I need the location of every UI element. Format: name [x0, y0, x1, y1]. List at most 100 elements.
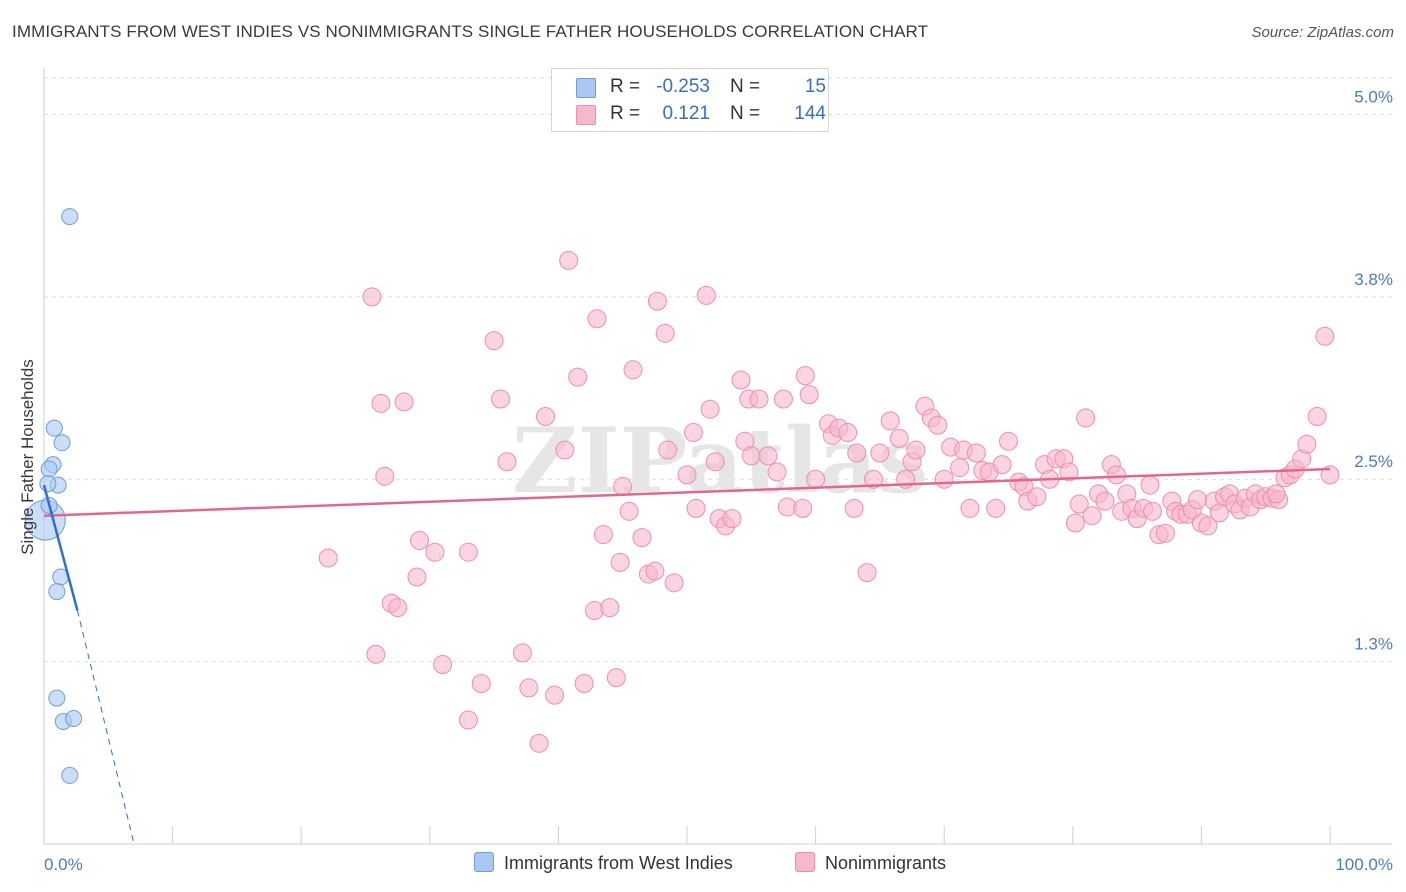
nonimmigrants-point [793, 498, 813, 518]
nonimmigrants-point [458, 710, 478, 730]
nonimmigrants-point [471, 674, 491, 694]
legend-r-label: R = [610, 103, 641, 124]
nonimmigrants-trend-line [43, 467, 1331, 517]
nonimmigrants-point [366, 644, 386, 664]
west-indies-point [40, 460, 58, 478]
nonimmigrants-point [318, 548, 338, 568]
y-tick-label: 1.3% [1354, 635, 1393, 654]
nonimmigrants-point [880, 411, 900, 431]
west-indies-trend-line [42, 484, 79, 611]
bottom-legend-label-west-indies: Immigrants from West Indies [504, 853, 733, 873]
nonimmigrants-point [1198, 516, 1218, 536]
nonimmigrants-point [844, 498, 864, 518]
series-immigrants-west-indies [24, 208, 83, 784]
nonimmigrants-point [696, 285, 716, 305]
nonimmigrants-point [1155, 523, 1175, 543]
nonimmigrants-point [986, 498, 1006, 518]
nonimmigrants-point [767, 462, 787, 482]
legend-n-value: 144 [794, 103, 826, 124]
nonimmigrants-point [870, 443, 890, 463]
nonimmigrants-point [700, 399, 720, 419]
nonimmigrants-point [1069, 494, 1089, 514]
nonimmigrants-point [934, 469, 954, 489]
nonimmigrants-point [433, 655, 453, 675]
nonimmigrants-point [1315, 326, 1335, 346]
nonimmigrants-point [773, 389, 793, 409]
nonimmigrants-point [1140, 475, 1160, 495]
nonimmigrants-point [584, 601, 604, 621]
nonimmigrants-point [999, 431, 1018, 451]
nonimmigrants-point [1266, 484, 1286, 504]
legend-r-label: R = [610, 76, 641, 97]
nonimmigrants-point [1065, 513, 1085, 533]
bottom-legend-swatch-west-indies [474, 852, 494, 872]
legend-n-label: N = [730, 76, 761, 97]
nonimmigrants-point [758, 446, 778, 466]
nonimmigrants-point [632, 528, 652, 548]
nonimmigrants-point [857, 563, 877, 583]
nonimmigrants-point [847, 443, 867, 463]
legend-n-label: N = [730, 103, 761, 124]
nonimmigrants-point [613, 477, 633, 497]
legend-r-value: -0.253 [656, 76, 710, 97]
nonimmigrants-point [559, 250, 579, 270]
nonimmigrants-point [806, 469, 826, 489]
nonimmigrants-point [722, 509, 742, 529]
nonimmigrants-point [960, 498, 980, 518]
tick-labels: 1.3% 2.5% 3.8% 5.0% 0.0% 100.0% [44, 87, 1393, 874]
nonimmigrants-point [1082, 506, 1102, 526]
nonimmigrants-point [705, 452, 725, 472]
nonimmigrants-point [610, 552, 630, 572]
nonimmigrants-point [992, 455, 1012, 475]
nonimmigrants-point [1297, 434, 1317, 454]
nonimmigrants-point [741, 446, 761, 466]
nonimmigrants-point [966, 443, 986, 463]
nonimmigrants-point [1107, 465, 1127, 485]
nonimmigrants-point [362, 287, 382, 307]
nonimmigrants-point [749, 389, 769, 409]
west-indies-point [48, 583, 66, 601]
nonimmigrants-point [555, 440, 575, 460]
source-label: Source: ZipAtlas.com [1251, 24, 1394, 41]
nonimmigrants-point [658, 440, 678, 460]
x-tick-label-min: 0.0% [44, 855, 83, 874]
y-tick-label: 3.8% [1354, 270, 1393, 289]
nonimmigrants-point [484, 331, 504, 351]
nonimmigrants-point [928, 415, 948, 435]
west-indies-point [45, 419, 63, 437]
nonimmigrants-point [1095, 491, 1115, 511]
nonimmigrants-point [647, 291, 667, 311]
nonimmigrants-point [410, 531, 430, 551]
bottom-legend-label-nonimmigrants: Nonimmigrants [825, 853, 947, 873]
nonimmigrants-point [1076, 408, 1096, 428]
nonimmigrants-point [795, 366, 815, 386]
x-tick-label-max: 100.0% [1335, 855, 1393, 874]
nonimmigrants-point [512, 643, 532, 663]
nonimmigrants-point [677, 465, 697, 485]
nonimmigrants-point [371, 393, 391, 413]
nonimmigrants-point [950, 458, 970, 478]
correlation-legend: R = -0.253 N = 15 R = 0.121 N = 144 [551, 68, 829, 132]
nonimmigrants-point [491, 389, 511, 409]
west-indies-trend-extension [76, 610, 135, 845]
nonimmigrants-point [664, 573, 684, 593]
nonimmigrants-point [536, 406, 556, 426]
nonimmigrants-point [1059, 462, 1079, 482]
nonimmigrants-point [375, 466, 395, 486]
nonimmigrants-point [1143, 501, 1163, 521]
nonimmigrants-point [593, 525, 613, 545]
nonimmigrants-point [623, 360, 643, 380]
bottom-legend-nonimmigrants: Nonimmigrants [795, 852, 946, 874]
west-indies-point [53, 434, 71, 452]
nonimmigrants-point [1027, 487, 1047, 507]
legend-r-value: 0.121 [662, 103, 710, 124]
legend-n-value: 15 [804, 76, 826, 97]
axes [43, 68, 1392, 845]
bottom-legend-west-indies: Immigrants from West Indies [474, 852, 733, 874]
nonimmigrants-point [458, 542, 478, 562]
nonimmigrants-point [388, 598, 408, 618]
y-axis-label: Single Father Households [18, 359, 37, 555]
legend-swatch-nonimmigrants [576, 105, 596, 125]
nonimmigrants-point [863, 469, 883, 489]
